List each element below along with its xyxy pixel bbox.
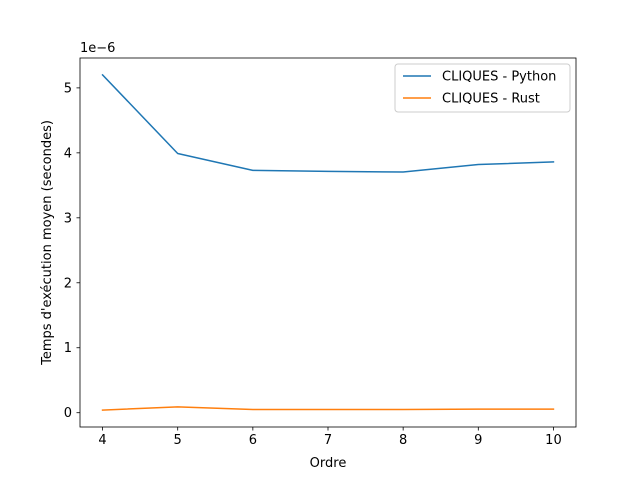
y-tick-label: 0 — [64, 406, 72, 421]
x-tick-label: 8 — [399, 433, 407, 448]
x-tick-label: 6 — [249, 433, 257, 448]
x-tick-label: 5 — [174, 433, 182, 448]
x-tick-label: 4 — [98, 433, 106, 448]
series-line-2 — [101, 406, 555, 411]
legend-label-2: CLIQUES - Rust — [442, 92, 540, 107]
y-axis-label: Temps d'exécution moyen (secondes) — [40, 120, 55, 366]
y-tick-label: 5 — [64, 81, 72, 96]
y-offset-label: 1e−6 — [80, 41, 115, 56]
y-tick-label: 1 — [64, 341, 72, 356]
y-tick-label: 4 — [64, 146, 72, 161]
legend: CLIQUES - Python CLIQUES - Rust — [394, 63, 571, 113]
legend-label-1: CLIQUES - Python — [442, 70, 556, 85]
series-layer — [101, 73, 555, 411]
x-tick-label: 10 — [545, 433, 562, 448]
y-tick-label: 2 — [64, 276, 72, 291]
x-tick-label: 9 — [474, 433, 482, 448]
x-axis-label: Ordre — [310, 456, 347, 471]
x-axis: 4 5 6 7 8 9 10 — [98, 427, 562, 448]
y-tick-label: 3 — [64, 211, 72, 226]
x-tick-label: 7 — [324, 433, 332, 448]
y-axis: 0 1 2 3 4 5 — [64, 81, 80, 421]
legend-box — [394, 63, 571, 113]
series-line-1 — [101, 73, 555, 173]
